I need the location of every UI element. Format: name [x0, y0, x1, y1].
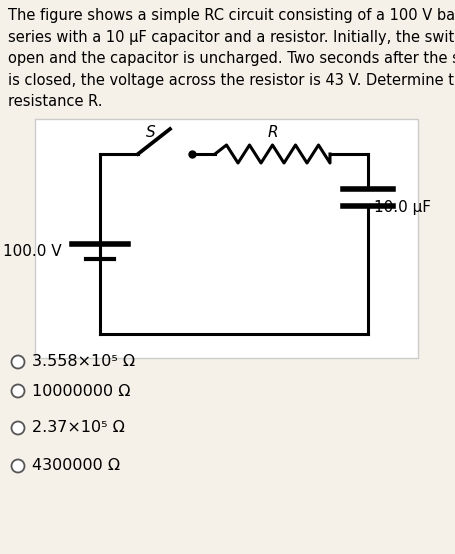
Text: 100.0 V: 100.0 V — [3, 244, 62, 259]
Text: 10000000 Ω: 10000000 Ω — [32, 383, 131, 398]
Text: S: S — [146, 125, 156, 140]
Circle shape — [11, 459, 25, 473]
Text: 4300000 Ω: 4300000 Ω — [32, 459, 120, 474]
Circle shape — [11, 356, 25, 368]
Text: 10.0 μF: 10.0 μF — [374, 200, 431, 215]
Text: The figure shows a simple RC circuit consisting of a 100 V battery in
series wit: The figure shows a simple RC circuit con… — [8, 8, 455, 109]
Text: 3.558×10⁵ Ω: 3.558×10⁵ Ω — [32, 355, 135, 370]
Circle shape — [11, 384, 25, 398]
Text: 2.37×10⁵ Ω: 2.37×10⁵ Ω — [32, 420, 125, 435]
Text: R: R — [267, 125, 278, 140]
Circle shape — [11, 422, 25, 434]
Bar — [35, 119, 418, 358]
